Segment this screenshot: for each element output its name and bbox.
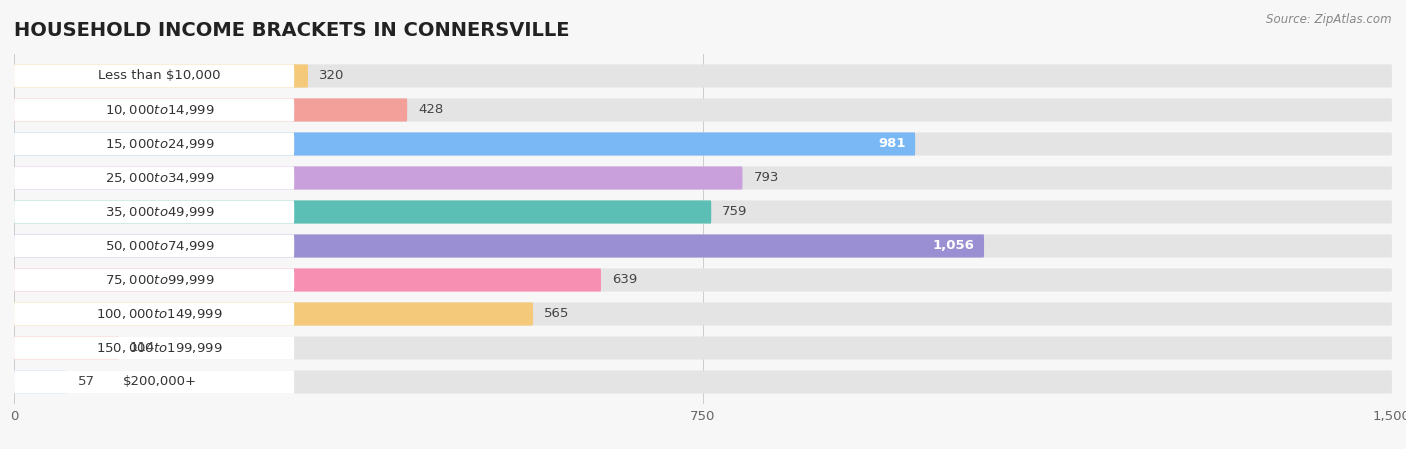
Text: $150,000 to $199,999: $150,000 to $199,999 <box>97 341 224 355</box>
FancyBboxPatch shape <box>14 370 294 394</box>
Text: 981: 981 <box>879 137 905 150</box>
Text: Less than $10,000: Less than $10,000 <box>98 70 221 83</box>
FancyBboxPatch shape <box>14 98 294 122</box>
FancyBboxPatch shape <box>14 167 1392 189</box>
FancyBboxPatch shape <box>14 167 742 189</box>
Text: 639: 639 <box>612 273 637 286</box>
Text: 320: 320 <box>319 70 344 83</box>
Text: $100,000 to $149,999: $100,000 to $149,999 <box>97 307 224 321</box>
FancyBboxPatch shape <box>14 200 294 224</box>
FancyBboxPatch shape <box>14 132 1392 155</box>
FancyBboxPatch shape <box>14 98 408 122</box>
Text: $35,000 to $49,999: $35,000 to $49,999 <box>105 205 215 219</box>
FancyBboxPatch shape <box>14 234 1392 258</box>
Text: $75,000 to $99,999: $75,000 to $99,999 <box>105 273 215 287</box>
FancyBboxPatch shape <box>14 269 1392 291</box>
FancyBboxPatch shape <box>14 336 118 360</box>
Text: 1,056: 1,056 <box>934 239 974 252</box>
Text: $10,000 to $14,999: $10,000 to $14,999 <box>105 103 215 117</box>
FancyBboxPatch shape <box>14 303 1392 326</box>
Text: 57: 57 <box>77 375 94 388</box>
Text: 428: 428 <box>418 103 443 116</box>
FancyBboxPatch shape <box>14 200 1392 224</box>
Text: $50,000 to $74,999: $50,000 to $74,999 <box>105 239 215 253</box>
Text: $25,000 to $34,999: $25,000 to $34,999 <box>105 171 215 185</box>
Text: $200,000+: $200,000+ <box>122 375 197 388</box>
FancyBboxPatch shape <box>14 370 1392 394</box>
FancyBboxPatch shape <box>14 64 308 88</box>
FancyBboxPatch shape <box>14 167 294 189</box>
FancyBboxPatch shape <box>14 336 1392 360</box>
FancyBboxPatch shape <box>14 269 600 291</box>
Text: 759: 759 <box>723 206 748 219</box>
FancyBboxPatch shape <box>14 64 294 88</box>
Text: 793: 793 <box>754 172 779 185</box>
FancyBboxPatch shape <box>14 98 1392 122</box>
FancyBboxPatch shape <box>14 132 915 155</box>
FancyBboxPatch shape <box>14 303 294 326</box>
FancyBboxPatch shape <box>14 132 294 155</box>
FancyBboxPatch shape <box>14 200 711 224</box>
Text: $15,000 to $24,999: $15,000 to $24,999 <box>105 137 215 151</box>
Text: Source: ZipAtlas.com: Source: ZipAtlas.com <box>1267 13 1392 26</box>
Text: HOUSEHOLD INCOME BRACKETS IN CONNERSVILLE: HOUSEHOLD INCOME BRACKETS IN CONNERSVILL… <box>14 21 569 40</box>
Text: 565: 565 <box>544 308 569 321</box>
FancyBboxPatch shape <box>14 269 294 291</box>
FancyBboxPatch shape <box>14 234 294 258</box>
FancyBboxPatch shape <box>14 336 294 360</box>
FancyBboxPatch shape <box>14 64 1392 88</box>
Text: 114: 114 <box>129 342 155 355</box>
FancyBboxPatch shape <box>14 234 984 258</box>
FancyBboxPatch shape <box>14 370 66 394</box>
FancyBboxPatch shape <box>14 303 533 326</box>
